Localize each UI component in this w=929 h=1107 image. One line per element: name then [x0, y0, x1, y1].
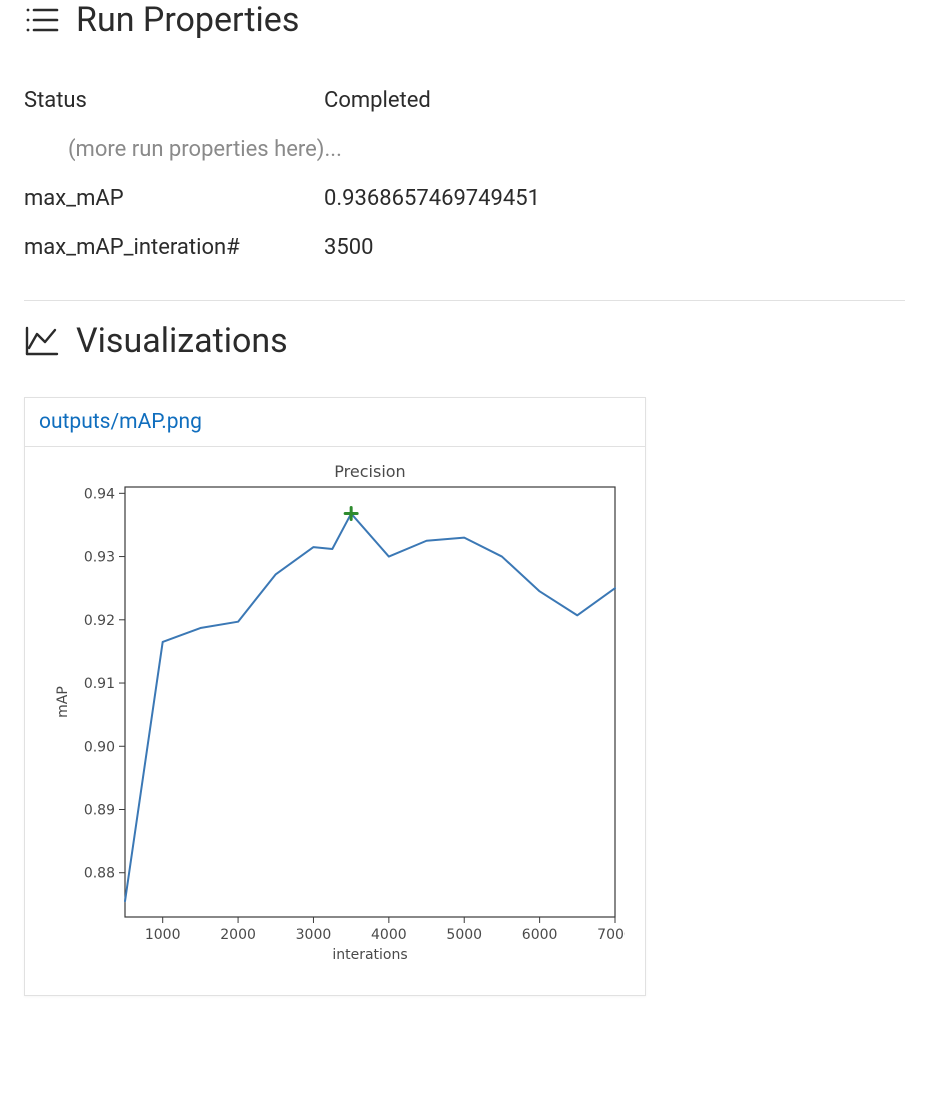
- svg-text:0.90: 0.90: [84, 739, 115, 755]
- svg-text:0.92: 0.92: [84, 613, 115, 629]
- property-key-max-map-iter: max_mAP_interation#: [24, 235, 324, 260]
- chart-icon: [24, 323, 60, 359]
- svg-text:0.89: 0.89: [84, 803, 115, 819]
- svg-text:mAP: mAP: [55, 686, 71, 718]
- property-row: max_mAP 0.9368657469749451: [24, 174, 905, 223]
- property-key-max-map: max_mAP: [24, 186, 324, 211]
- visualization-card-title[interactable]: outputs/mAP.png: [25, 398, 645, 447]
- svg-text:4000: 4000: [371, 927, 407, 943]
- svg-text:0.94: 0.94: [84, 486, 115, 502]
- svg-text:1000: 1000: [145, 927, 181, 943]
- properties-placeholder: (more run properties here)...: [24, 125, 905, 174]
- svg-text:7000: 7000: [597, 927, 625, 943]
- property-value-status: Completed: [324, 88, 431, 113]
- svg-text:0.88: 0.88: [84, 866, 115, 882]
- svg-text:Precision: Precision: [334, 462, 405, 481]
- property-key-status: Status: [24, 88, 324, 113]
- svg-text:2000: 2000: [220, 927, 256, 943]
- section-divider: [24, 300, 905, 301]
- visualization-card: outputs/mAP.png Precision 0.88 0.89 0.90 0.9…: [24, 397, 646, 996]
- svg-text:5000: 5000: [446, 927, 482, 943]
- visualization-card-body: Precision 0.88 0.89 0.90 0.91 0.92 0.93 0.94 100…: [25, 447, 645, 995]
- svg-text:0.93: 0.93: [84, 550, 115, 566]
- svg-text:interations: interations: [332, 947, 407, 963]
- precision-chart: Precision 0.88 0.89 0.90 0.91 0.92 0.93 0.94 100…: [35, 457, 625, 977]
- run-properties-title: Run Properties: [76, 0, 299, 40]
- svg-text:3000: 3000: [296, 927, 332, 943]
- property-row: max_mAP_interation# 3500: [24, 223, 905, 272]
- visualizations-header: Visualizations: [24, 321, 905, 361]
- property-row: Status Completed: [24, 76, 905, 125]
- properties-table: Status Completed (more run properties he…: [24, 76, 905, 272]
- property-value-max-map-iter: 3500: [324, 235, 373, 260]
- property-value-max-map: 0.9368657469749451: [324, 186, 540, 211]
- list-icon: [24, 2, 60, 38]
- visualizations-title: Visualizations: [76, 321, 288, 361]
- run-properties-header: Run Properties: [24, 0, 905, 40]
- svg-text:6000: 6000: [522, 927, 558, 943]
- svg-text:0.91: 0.91: [84, 676, 115, 692]
